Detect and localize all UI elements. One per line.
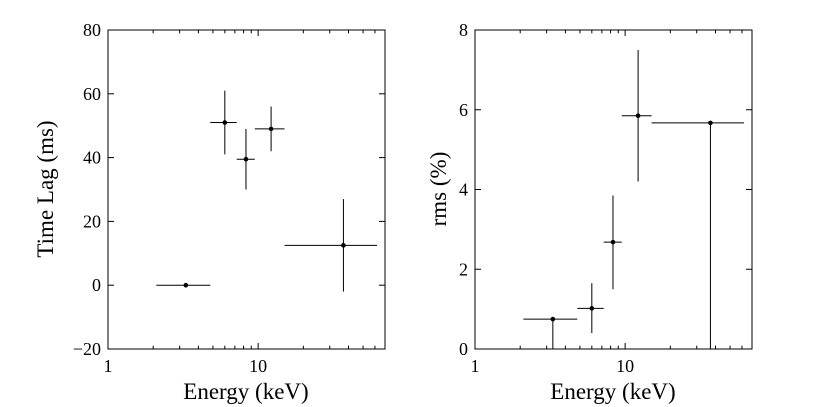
time-lag-y-tick-label: 20 [83, 211, 101, 231]
rms-y-tick-labels: 0 2 4 6 8 [459, 20, 468, 359]
rms-x-tick-label: 10 [616, 356, 634, 376]
time-lag-y-tick-label: 0 [92, 275, 101, 295]
time-lag-y-tick-label: −20 [73, 339, 101, 359]
rms-y-tick-label: 8 [459, 20, 468, 40]
time-lag-plot-frame [107, 29, 386, 350]
time-lag-data-point [243, 156, 249, 162]
time-lag-data-point [268, 126, 274, 132]
rms-y-tick-label: 2 [459, 259, 468, 279]
rms-errorbars [523, 49, 745, 349]
time-lag-y-tick-label: 80 [83, 20, 101, 40]
rms-data-point [610, 239, 616, 245]
time-lag-y-tick-labels: −20 0 20 40 60 80 [73, 20, 101, 359]
time-lag-x-axis-label: Energy (keV) [183, 379, 308, 404]
rms-data-point [589, 306, 595, 311]
time-lag-points [183, 120, 346, 288]
rms-x-axis-label: Energy (keV) [550, 379, 675, 404]
time-lag-data-point [183, 282, 189, 288]
time-lag-panel: 1 10 −20 0 20 40 60 80 Energy (keV) Time Lag (… [33, 20, 386, 404]
rms-y-tick-label: 0 [459, 339, 468, 359]
time-lag-data-point [222, 120, 228, 125]
rms-y-tick-label: 6 [459, 100, 468, 120]
time-lag-x-tick-labels: 1 10 [104, 356, 268, 376]
rms-y-axis-label: rms (%) [426, 152, 451, 227]
time-lag-x-tick-label: 10 [249, 356, 267, 376]
rms-data-point [635, 113, 641, 119]
time-lag-ticks [107, 29, 386, 350]
rms-ticks [474, 29, 753, 350]
rms-panel: 1 10 0 2 4 6 8 Energy (keV) rms (%) [426, 20, 753, 404]
rms-points [550, 113, 713, 322]
time-lag-errorbars [156, 90, 378, 292]
time-lag-data-point [341, 243, 346, 248]
rms-x-tick-labels: 1 10 [471, 356, 635, 376]
time-lag-y-tick-label: 40 [83, 148, 101, 168]
rms-y-tick-label: 4 [459, 180, 468, 200]
time-lag-y-tick-label: 60 [83, 84, 101, 104]
rms-data-point [550, 316, 556, 322]
rms-data-point [708, 120, 713, 126]
time-lag-x-tick-label: 1 [104, 356, 113, 376]
rms-x-tick-label: 1 [471, 356, 480, 376]
time-lag-y-axis-label: Time Lag (ms) [33, 120, 58, 257]
